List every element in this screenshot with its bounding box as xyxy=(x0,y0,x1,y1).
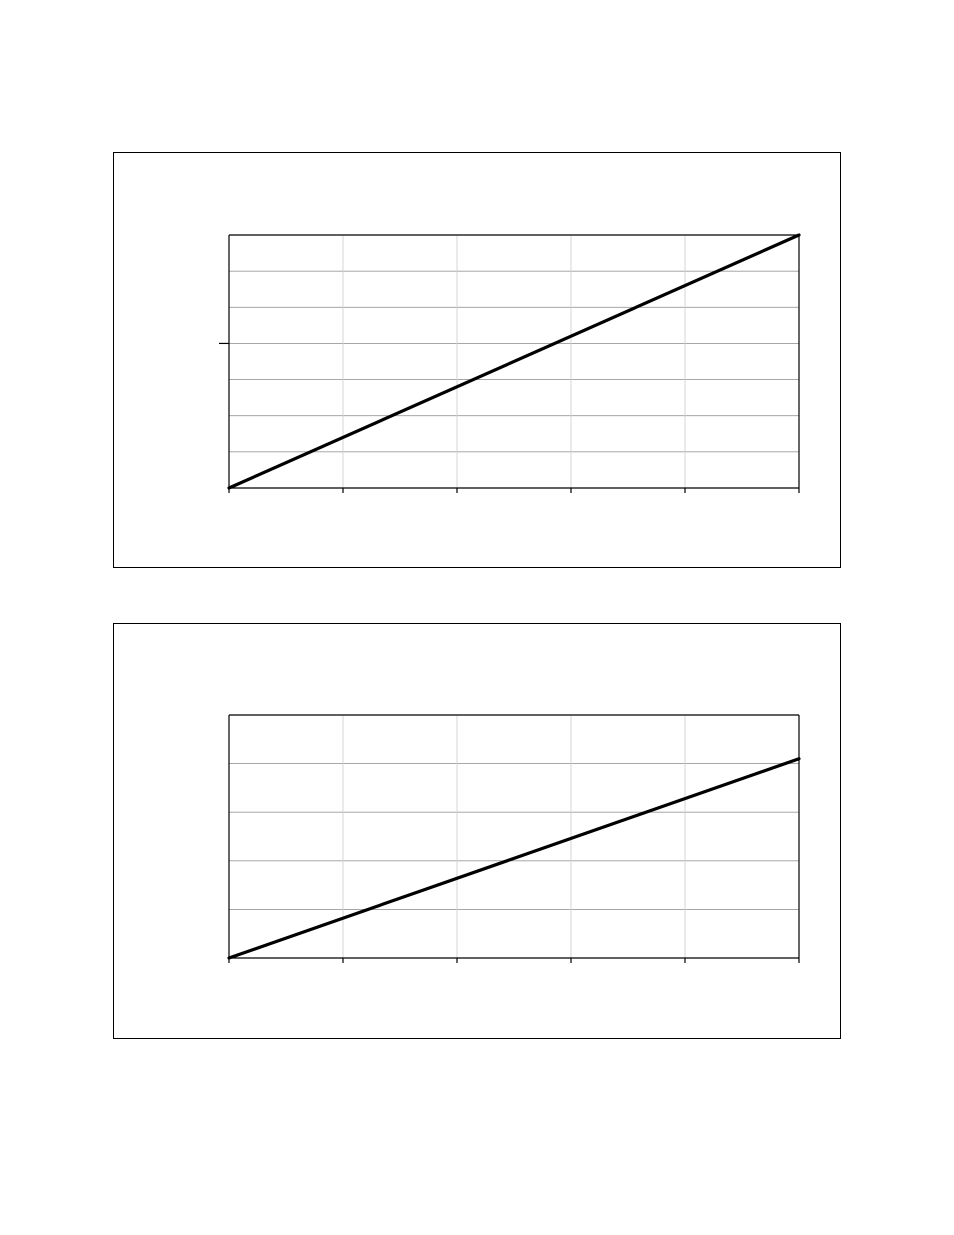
data-line xyxy=(229,759,799,958)
data-line xyxy=(229,235,799,488)
chart-panel-1 xyxy=(113,152,841,568)
chart-panel-2 xyxy=(113,623,841,1039)
chart-svg-1 xyxy=(114,153,842,569)
chart-svg-2 xyxy=(114,624,842,1040)
